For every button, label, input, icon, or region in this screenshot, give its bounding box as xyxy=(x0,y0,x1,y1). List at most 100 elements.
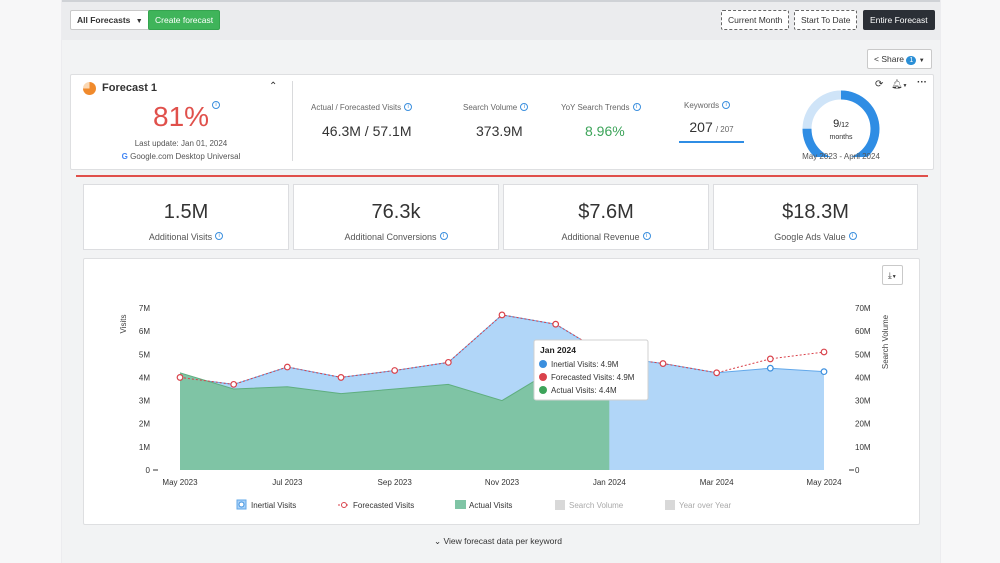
forecast-point xyxy=(230,380,238,388)
actual-visits-area xyxy=(180,368,610,470)
metric-search-volume: 373.9M xyxy=(476,123,523,139)
keywords-total: / 207 xyxy=(715,125,734,134)
kpi-card-revenue: $7.6M Additional Revenue i xyxy=(503,184,709,250)
score-progress-line xyxy=(76,175,928,177)
metric-visits-label: Actual / Forecasted Visits xyxy=(311,103,402,112)
tooltip-line-inertial: Inertial Visits: 4.9M xyxy=(551,360,619,369)
chevron-down-icon: ▼ xyxy=(891,274,897,280)
forecast-score: 81% i xyxy=(153,101,221,133)
x-tick-label: May 2024 xyxy=(806,478,842,487)
left-backdrop xyxy=(0,0,62,563)
kpi-value: 76.3k xyxy=(371,201,421,223)
chart-axes: 0 0 1M 10M 2M 20M 3M 30M 4M 40M 5M 50M 6M 60M 7M 70M May… xyxy=(139,304,871,487)
share-button[interactable]: < Share 1 ▼ xyxy=(867,49,932,69)
info-icon[interactable]: i xyxy=(439,232,448,240)
forecast-point xyxy=(391,367,399,374)
inertial-point xyxy=(766,364,774,372)
forecast-point xyxy=(337,374,345,381)
forecast-select-label: All Forecasts xyxy=(77,15,131,25)
metric-yoy: 8.96% xyxy=(585,123,625,139)
months-gauge: 9/12 months xyxy=(802,90,880,157)
app-frame: All Forecasts ▼ Create forecast Current … xyxy=(62,0,940,563)
forecast-name: Forecast 1 xyxy=(102,82,158,94)
more-icon[interactable]: ··· xyxy=(917,77,927,88)
chevron-down-icon: ▼ xyxy=(135,18,143,25)
forecast-chart: 0 0 1M 10M 2M 20M 3M 30M 4M 40M 5M 50M 6M 60M 7M 70M May… xyxy=(119,304,890,510)
y-tick-left: 1M xyxy=(139,443,150,452)
metric-label-visits: Actual / Forecasted Visits i xyxy=(311,103,413,112)
right-backdrop xyxy=(940,0,1000,563)
divider xyxy=(292,81,293,161)
legend-marker-forecast xyxy=(341,502,347,508)
kpi-caption-label: Additional Revenue xyxy=(561,232,640,242)
data-source-label: Google.com Desktop Universal xyxy=(130,152,241,161)
info-icon[interactable]: i xyxy=(520,103,529,111)
legend-label: Forecasted Visits xyxy=(353,501,414,510)
kpi-card-conversions: 76.3k Additional Conversions i xyxy=(293,184,499,250)
forecast-point xyxy=(766,355,774,363)
forecast-summary-card: Forecast 1 ⌃ 81% i Last update: Jan 01, 2… xyxy=(70,74,934,170)
x-tick-label: Jul 2023 xyxy=(272,478,303,487)
download-icon: ⤓ xyxy=(888,270,892,280)
tooltip-dot-inertial xyxy=(539,360,547,368)
x-tick-label: Nov 2023 xyxy=(485,478,520,487)
y-tick-right: 50M xyxy=(855,350,871,359)
info-icon[interactable]: i xyxy=(215,232,224,240)
gauge-value: 9/12 xyxy=(833,118,849,130)
y-tick-right: 20M xyxy=(855,420,871,429)
legend-label: Search Volume xyxy=(569,501,624,510)
kpi-value: 1.5M xyxy=(163,201,209,223)
metric-search-volume-label: Search Volume xyxy=(463,103,518,112)
view-per-keyword-link[interactable]: ⌄ View forecast data per keyword xyxy=(434,536,562,547)
create-forecast-button[interactable]: Create forecast xyxy=(148,10,221,30)
kpi-card-ads-value: $18.3M Google Ads Value i xyxy=(713,184,918,250)
kpi-caption: Additional Visits i xyxy=(84,232,288,242)
tooltip-line-forecast: Forecasted Visits: 4.9M xyxy=(551,373,635,382)
info-icon[interactable]: i xyxy=(642,232,651,240)
keywords-tab[interactable]: 207 / 207 xyxy=(679,119,744,143)
tooltip-dot-actual xyxy=(539,386,547,394)
forecast-point xyxy=(283,363,291,371)
google-icon: G xyxy=(121,152,128,161)
y-tick-left: 2M xyxy=(139,420,150,429)
y-tick-right: 0 xyxy=(855,466,860,475)
chart-markers xyxy=(176,311,828,388)
info-icon[interactable]: i xyxy=(848,232,857,240)
share-count-badge: 1 xyxy=(906,56,917,65)
refresh-icon[interactable]: ⟳ xyxy=(875,79,884,90)
y-tick-right: 70M xyxy=(855,304,871,313)
forecast-point xyxy=(820,348,828,356)
info-icon[interactable]: i xyxy=(632,103,641,111)
bell-icon[interactable]: 🔔︎▼ xyxy=(891,79,908,89)
tooltip-line-actual: Actual Visits: 4.4M xyxy=(551,386,617,395)
gauge-unit: months xyxy=(830,134,853,141)
metric-label-search-volume: Search Volume i xyxy=(463,103,529,112)
start-to-date-button[interactable]: Start To Date xyxy=(794,10,858,30)
share-icon: < xyxy=(874,54,879,64)
y-tick-left: 4M xyxy=(139,373,150,382)
forecast-point xyxy=(444,358,452,366)
info-icon[interactable]: i xyxy=(404,103,413,111)
kpi-value: $7.6M xyxy=(578,201,634,223)
x-tick-label: Sep 2023 xyxy=(378,478,413,487)
collapse-icon[interactable]: ⌃ xyxy=(269,81,278,92)
y-tick-right: 60M xyxy=(855,327,871,336)
download-button[interactable]: ⤓▼ xyxy=(882,265,903,285)
chart-legend: Inertial Visits Forecasted Visits Actual V… xyxy=(236,499,732,510)
inertial-point xyxy=(820,368,828,376)
kpi-caption: Google Ads Value i xyxy=(714,232,917,242)
legend-swatch-disabled xyxy=(665,500,675,510)
period-label: May 2023 - April 2024 xyxy=(802,152,880,161)
info-icon[interactable]: i xyxy=(722,101,731,109)
entire-forecast-button[interactable]: Entire Forecast xyxy=(863,10,935,30)
legend-marker-inertial xyxy=(238,501,245,508)
tooltip-dot-forecast xyxy=(539,373,547,381)
legend-swatch-actual xyxy=(455,500,466,509)
kpi-caption: Additional Revenue i xyxy=(504,232,708,242)
current-month-button[interactable]: Current Month xyxy=(721,10,790,30)
chevron-down-icon: ⌄ xyxy=(434,536,442,546)
kpi-caption-label: Google Ads Value xyxy=(774,232,846,242)
info-icon[interactable]: i xyxy=(212,101,221,109)
kpi-caption: Additional Conversions i xyxy=(294,232,498,242)
keywords-value: 207 xyxy=(689,119,713,135)
